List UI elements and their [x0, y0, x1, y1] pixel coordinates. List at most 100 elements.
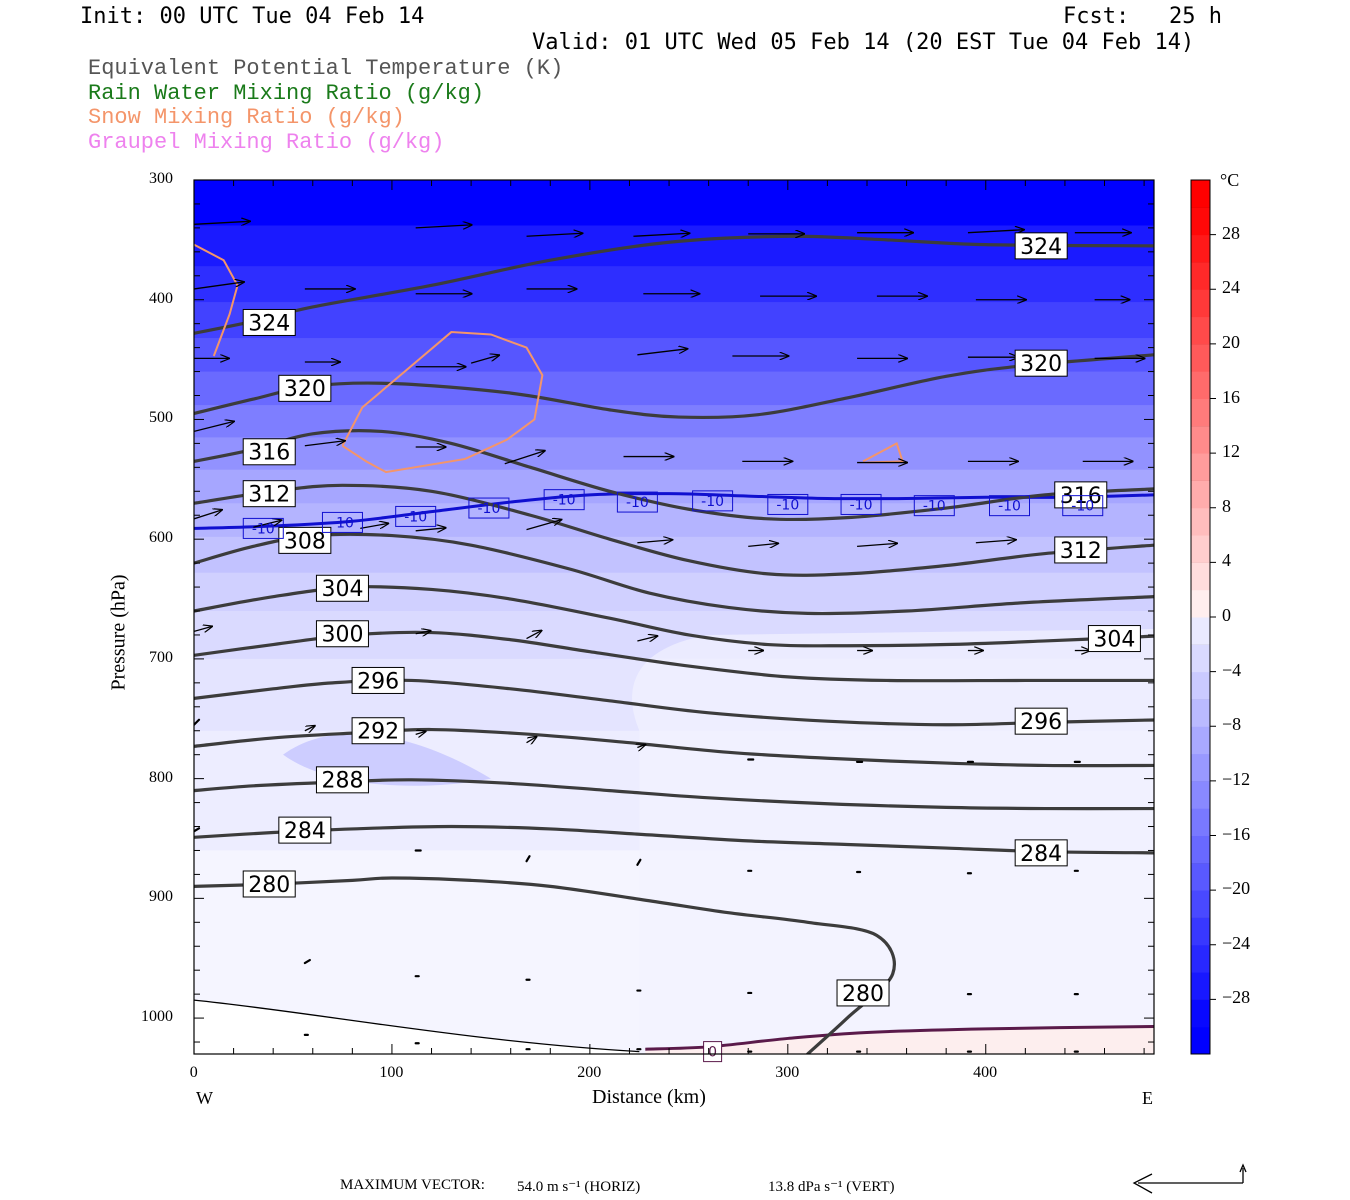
label-box [242, 870, 296, 898]
theta-e-label-320: 320 [278, 374, 332, 402]
wind-vector [526, 737, 537, 743]
colorbar-swatch [1191, 234, 1210, 263]
label-box [989, 495, 1031, 517]
colorbar-swatch [1191, 535, 1210, 563]
colorbar-swatch [1191, 617, 1210, 645]
label-text: -10 [252, 521, 275, 537]
colorbar-tick-label: 0 [1222, 605, 1231, 625]
wind-vector [967, 230, 1024, 233]
label-text: 296 [357, 669, 399, 694]
colorbar-tick-label: −16 [1222, 823, 1251, 844]
colorbar-tick-label: 12 [1222, 441, 1240, 462]
colorbar-swatch [1191, 453, 1210, 481]
terrain [194, 1000, 640, 1054]
colorbar-swatch [1191, 753, 1210, 782]
wind-vector [194, 282, 244, 290]
wind-vector [194, 718, 201, 726]
label-box [321, 511, 363, 533]
colorbar-swatch [1191, 289, 1210, 318]
colorbar-swatch [1191, 780, 1210, 809]
isotherm-minus10-label: -10 [321, 511, 363, 533]
warm-region [632, 628, 1154, 1054]
theta-e-label-292: 292 [351, 717, 405, 745]
theta-e-label-284: 284 [278, 816, 332, 844]
label-text: -10 [1071, 499, 1094, 515]
wind-vector [636, 858, 642, 866]
theta-e-label-284: 284 [1014, 839, 1068, 867]
x-tick-label: 400 [973, 1064, 998, 1081]
label-text: -10 [331, 515, 354, 531]
theta-e-contour-324 [194, 234, 1154, 335]
colorbar-swatch [1191, 589, 1210, 618]
isotherm-zero-label: 0 [703, 1041, 723, 1063]
wind-vector [526, 233, 583, 236]
isotherm-minus10-label: -10 [468, 497, 510, 519]
wind-vector [194, 221, 250, 224]
above-freezing-region [645, 1026, 1154, 1054]
label-text: 284 [1020, 842, 1062, 867]
isotherm-minus10-label: -10 [1062, 495, 1104, 517]
temperature-shading [194, 180, 1154, 1054]
label-box [1014, 349, 1068, 377]
wind-vector [415, 528, 446, 531]
label-text: 304 [1093, 627, 1135, 652]
y-tick-label: 600 [149, 529, 173, 547]
temperature-band [194, 437, 1154, 471]
colorbar-tick-label: −8 [1222, 714, 1242, 735]
label-text: 312 [248, 483, 290, 508]
colorbar-swatch [1191, 398, 1210, 427]
temperature-band [194, 180, 1154, 227]
colorbar-tick-label: 4 [1222, 550, 1231, 571]
wind-vector [194, 421, 234, 433]
terrain-line [194, 999, 640, 1053]
colorbar-swatch [1191, 371, 1210, 399]
label-box [840, 493, 882, 515]
wind-vector [194, 510, 222, 520]
y-tick-label: 400 [149, 289, 173, 307]
label-box [1014, 232, 1068, 260]
label-box [468, 497, 510, 519]
label-box [703, 1041, 723, 1063]
wind-vector [194, 626, 212, 631]
label-text: -10 [626, 495, 649, 511]
colorbar-tick-label: 20 [1222, 331, 1240, 352]
colorbar-swatch [1191, 835, 1210, 864]
y-axis-title: Pressure (hPa) [107, 574, 130, 691]
colorbar-tick-label: −4 [1222, 659, 1242, 680]
theta-e-label-316: 316 [242, 438, 296, 466]
label-box [836, 979, 890, 1007]
max-vector-arrow-icon [1132, 1163, 1247, 1194]
wind-vector [637, 636, 657, 641]
isotherm-minus10-label: -10 [395, 505, 437, 527]
label-text: -10 [998, 499, 1021, 515]
colorbar-swatch [1191, 207, 1210, 236]
colorbar-swatch [1191, 507, 1210, 536]
label-text: -10 [553, 493, 576, 509]
isotherm-minus10-label: -10 [767, 493, 809, 515]
theta-e-contour-284 [194, 824, 1154, 855]
wind-vector [415, 225, 472, 228]
plot-frame [193, 179, 1155, 1055]
label-box [351, 666, 405, 694]
label-text: 324 [248, 311, 290, 336]
colorbar-tick-label: 24 [1222, 277, 1240, 298]
x-tick-label: 300 [775, 1064, 800, 1081]
temperature-band [194, 266, 1154, 304]
label-box [692, 490, 734, 512]
isotherm-minus10-label: -10 [989, 495, 1031, 517]
wind-vector [504, 451, 545, 465]
label-text: 308 [284, 529, 326, 554]
label-text: 280 [842, 982, 884, 1007]
wind-vector [415, 631, 431, 634]
theta-e-label-288: 288 [315, 766, 369, 794]
label-text: -10 [776, 497, 799, 513]
theta-e-contour-312 [194, 483, 1154, 577]
theta-e-label-324: 324 [242, 308, 296, 336]
label-text: 312 [1060, 539, 1102, 564]
colorbar-swatch [1191, 808, 1210, 836]
theta-e-contour-280 [194, 876, 896, 1054]
colorbar-unit: °C [1220, 170, 1240, 190]
colorbar-tick-label: 8 [1222, 495, 1231, 516]
colorbar-swatch [1191, 261, 1210, 290]
label-text: 320 [284, 377, 326, 402]
